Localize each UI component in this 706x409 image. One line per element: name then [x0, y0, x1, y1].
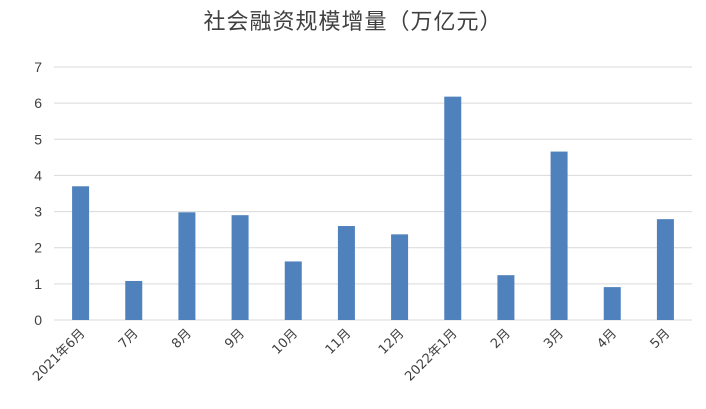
bar: [284, 261, 302, 320]
bar: [231, 215, 249, 320]
x-tick-label: 4月: [594, 326, 620, 352]
x-tick-label: 5月: [648, 326, 674, 352]
chart-title: 社会融资规模增量（万亿元）: [203, 10, 503, 35]
bars: [72, 96, 674, 320]
bar: [72, 186, 90, 320]
x-tick-label: 9月: [222, 326, 248, 352]
x-tick-label: 2021年6月: [30, 326, 88, 384]
y-tick-label: 3: [34, 204, 42, 220]
x-tick-label: 8月: [169, 326, 195, 352]
bar: [125, 280, 143, 320]
bar: [656, 219, 674, 320]
bar: [391, 234, 409, 320]
x-tick-label: 12月: [376, 326, 407, 357]
y-tick-label: 2: [34, 240, 42, 256]
x-tick-label: 7月: [116, 326, 142, 352]
y-tick-label: 6: [34, 95, 42, 111]
x-tick-label: 2月: [488, 326, 514, 352]
y-tick-label: 5: [34, 131, 42, 147]
y-tick-label: 4: [34, 167, 42, 183]
x-tick-label: 11月: [323, 326, 354, 357]
gridlines: [54, 66, 692, 321]
x-tick-label: 2022年1月: [402, 326, 460, 384]
x-tick-label: 3月: [541, 326, 567, 352]
bar: [550, 151, 568, 320]
y-tick-label: 1: [34, 276, 42, 292]
x-tick-label: 10月: [270, 326, 301, 357]
y-tick-label: 0: [34, 312, 42, 328]
bar: [497, 275, 515, 320]
bar: [178, 212, 196, 320]
y-tick-label: 7: [34, 59, 42, 75]
bar: [444, 96, 462, 320]
y-axis-ticks: 0 1 2 3 4 5 6 7: [34, 59, 42, 328]
bar: [603, 287, 621, 320]
bar: [337, 226, 355, 320]
